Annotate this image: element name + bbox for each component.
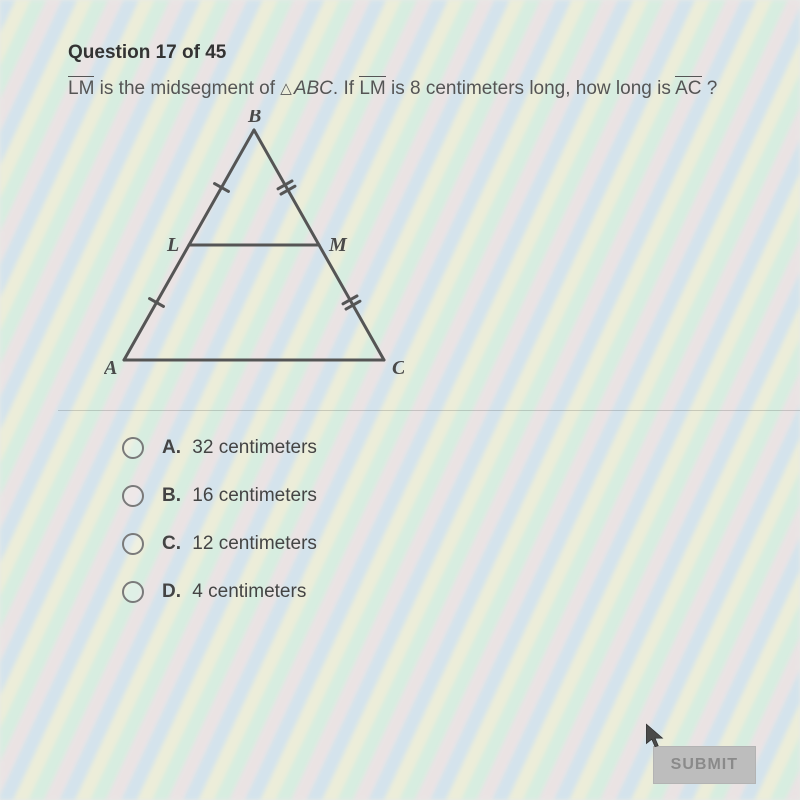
choice-text: A. 32 centimeters bbox=[162, 437, 317, 459]
submit-button[interactable]: SUBMIT bbox=[653, 746, 756, 784]
choice-text: B. 16 centimeters bbox=[162, 485, 317, 507]
svg-text:C: C bbox=[392, 357, 404, 379]
svg-text:A: A bbox=[104, 357, 117, 379]
radio-icon[interactable] bbox=[122, 485, 144, 507]
question-stem: LM is the midsegment of ABC. If LM is 8 … bbox=[68, 78, 750, 100]
divider bbox=[58, 410, 800, 411]
segment-lm-1: LM bbox=[68, 76, 94, 99]
choice-b[interactable]: B. 16 centimeters bbox=[122, 485, 750, 507]
svg-text:L: L bbox=[166, 234, 179, 256]
segment-ac: AC bbox=[675, 76, 701, 99]
triangle-symbol bbox=[280, 78, 294, 99]
answer-choices: A. 32 centimeters B. 16 centimeters C. 12 … bbox=[122, 437, 750, 603]
radio-icon[interactable] bbox=[122, 437, 144, 459]
choice-text: C. 12 centimeters bbox=[162, 533, 317, 555]
triangle-svg: B A C L M bbox=[104, 110, 404, 390]
choice-a[interactable]: A. 32 centimeters bbox=[122, 437, 750, 459]
svg-text:M: M bbox=[328, 234, 348, 256]
question-number: Question 17 of 45 bbox=[68, 42, 750, 64]
choice-d[interactable]: D. 4 centimeters bbox=[122, 581, 750, 603]
choice-c[interactable]: C. 12 centimeters bbox=[122, 533, 750, 555]
radio-icon[interactable] bbox=[122, 581, 144, 603]
choice-text: D. 4 centimeters bbox=[162, 581, 306, 603]
triangle-figure: B A C L M bbox=[104, 110, 750, 390]
svg-text:B: B bbox=[247, 110, 261, 127]
segment-lm-2: LM bbox=[359, 76, 385, 99]
radio-icon[interactable] bbox=[122, 533, 144, 555]
